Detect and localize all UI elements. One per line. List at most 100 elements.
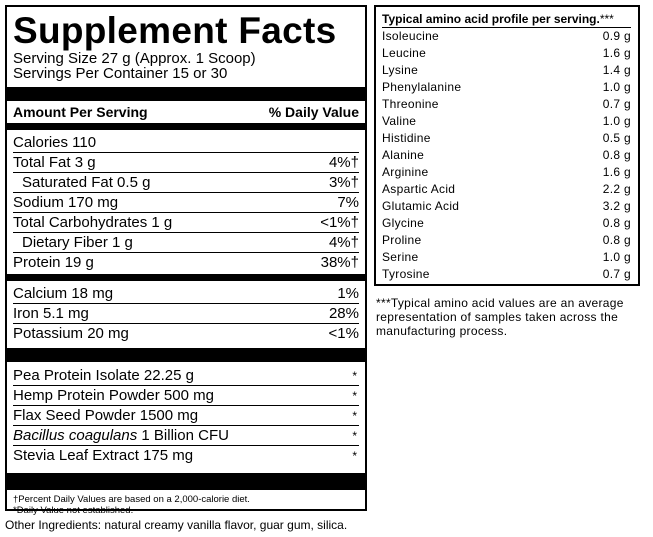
nutrient-row: Saturated Fat 0.5 g 3%†: [13, 172, 359, 192]
nutrient-row: Calcium 18 mg 1%: [13, 284, 359, 303]
amino-name: Tyrosine: [382, 267, 430, 281]
amino-list: Isoleucine 0.9 g Leucine 1.6 g Lysine 1.4 g…: [382, 28, 631, 283]
nutrient-row: Total Carbohydrates 1 g <1%†: [13, 212, 359, 232]
nutrient-label: Calcium 18 mg: [13, 285, 114, 302]
amino-row: Phenylalanine 1.0 g: [382, 79, 631, 96]
amino-value: 1.0 g: [602, 80, 631, 94]
amino-name: Arginine: [382, 165, 429, 179]
nutrient-label: Saturated Fat 0.5 g: [22, 174, 151, 191]
amino-row: Serine 1.0 g: [382, 249, 631, 266]
ingredient-row: Stevia Leaf Extract 175 mg *: [13, 445, 359, 465]
amino-value: 1.6 g: [602, 46, 631, 60]
footnotes: †Percent Daily Values are based on a 2,0…: [13, 490, 359, 516]
amino-name: Isoleucine: [382, 29, 440, 43]
nutrient-group-1: Calories 110 Total Fat 3 g 4%† Saturated …: [13, 133, 359, 272]
amino-name: Proline: [382, 233, 422, 247]
ingredient-label-italic: Bacillus coagulans: [13, 427, 138, 444]
ingredient-label: Hemp Protein Powder 500 mg: [13, 387, 214, 404]
nutrient-row: Calories 110: [13, 133, 359, 152]
ingredient-label-rest: 1 Billion CFU: [137, 427, 229, 444]
amino-row: Threonine 0.7 g: [382, 96, 631, 113]
ingredient-row: Hemp Protein Powder 500 mg *: [13, 385, 359, 405]
nutrient-dv: 4%†: [328, 234, 359, 251]
other-ingredients: Other Ingredients: natural creamy vanill…: [5, 518, 348, 532]
ingredient-dv: *: [352, 388, 357, 403]
amount-per-serving-header: Amount Per Serving: [13, 104, 148, 120]
amino-row: Arginine 1.6 g: [382, 164, 631, 181]
serving-size: Serving Size 27 g (Approx. 1 Scoop): [13, 50, 256, 67]
nutrient-label: Dietary Fiber 1 g: [22, 234, 133, 251]
amino-heading-mark: ***: [599, 12, 614, 26]
nutrient-label: Calories 110: [13, 134, 97, 151]
divider-medium: [7, 123, 365, 130]
divider-medium: [7, 274, 365, 281]
ingredient-dv: *: [352, 448, 357, 463]
ingredient-row: Flax Seed Powder 1500 mg *: [13, 405, 359, 425]
nutrient-dv: 3%†: [328, 174, 359, 191]
nutrient-dv: <1%†: [320, 214, 359, 231]
nutrient-dv: 4%†: [328, 154, 359, 171]
amino-value: 0.8 g: [602, 148, 631, 162]
amino-name: Phenylalanine: [382, 80, 462, 94]
nutrient-row: Protein 19 g 38%†: [13, 252, 359, 272]
panel-title: Supplement Facts: [13, 10, 337, 51]
amino-value: 3.2 g: [602, 199, 631, 213]
ingredient-group: Pea Protein Isolate 22.25 g * Hemp Protei…: [13, 366, 359, 465]
amino-value: 0.9 g: [602, 29, 631, 43]
amino-footnote: ***Typical amino acid values are an aver…: [376, 296, 624, 338]
nutrient-dv: <1%: [328, 325, 359, 342]
nutrient-row: Dietary Fiber 1 g 4%†: [13, 232, 359, 252]
amino-row: Aspartic Acid 2.2 g: [382, 181, 631, 198]
daily-value-header: % Daily Value: [268, 104, 359, 120]
amino-row: Alanine 0.8 g: [382, 147, 631, 164]
amino-name: Glutamic Acid: [382, 199, 460, 213]
amino-acid-panel: Typical amino acid profile per serving.*…: [374, 5, 640, 286]
amino-value: 0.8 g: [602, 233, 631, 247]
nutrient-dv: 1%: [337, 285, 359, 302]
amino-value: 2.2 g: [602, 182, 631, 196]
amino-heading: Typical amino acid profile per serving.*…: [382, 11, 631, 28]
ingredient-label: Bacillus coagulans 1 Billion CFU: [13, 427, 229, 444]
amino-row: Histidine 0.5 g: [382, 130, 631, 147]
nutrient-label: Sodium 170 mg: [13, 194, 119, 211]
nutrient-row: Iron 5.1 mg 28%: [13, 303, 359, 323]
ingredient-dv: *: [352, 428, 357, 443]
amino-value: 1.6 g: [602, 165, 631, 179]
ingredient-row: Pea Protein Isolate 22.25 g *: [13, 366, 359, 385]
ingredient-row: Bacillus coagulans 1 Billion CFU *: [13, 425, 359, 445]
nutrient-row: Potassium 20 mg <1%: [13, 323, 359, 343]
divider-thick: [7, 473, 365, 490]
divider-thick: [7, 87, 365, 101]
nutrient-row: Total Fat 3 g 4%†: [13, 152, 359, 172]
divider-thick: [7, 348, 365, 362]
amino-value: 1.0 g: [602, 114, 631, 128]
ingredient-label: Flax Seed Powder 1500 mg: [13, 407, 199, 424]
footnote-daily-value: †Percent Daily Values are based on a 2,0…: [13, 494, 250, 505]
amino-row: Leucine 1.6 g: [382, 45, 631, 62]
nutrient-dv: 38%†: [320, 254, 359, 271]
amino-value: 0.5 g: [602, 131, 631, 145]
nutrient-label: Potassium 20 mg: [13, 325, 129, 342]
nutrient-group-2: Calcium 18 mg 1% Iron 5.1 mg 28% Potassium…: [13, 284, 359, 343]
ingredient-label: Pea Protein Isolate 22.25 g: [13, 367, 194, 384]
nutrient-dv: 28%: [328, 305, 359, 322]
amino-name: Lysine: [382, 63, 419, 77]
amino-value: 0.7 g: [602, 267, 631, 281]
amino-row: Glutamic Acid 3.2 g: [382, 198, 631, 215]
amino-heading-text: Typical amino acid profile per serving.: [382, 12, 600, 26]
amino-value: 1.4 g: [602, 63, 631, 77]
nutrient-label: Total Fat 3 g: [13, 154, 96, 171]
ingredient-dv: *: [352, 368, 357, 383]
amino-row: Proline 0.8 g: [382, 232, 631, 249]
amino-row: Valine 1.0 g: [382, 113, 631, 130]
amino-value: 0.8 g: [602, 216, 631, 230]
amino-row: Tyrosine 0.7 g: [382, 266, 631, 283]
amino-row: Lysine 1.4 g: [382, 62, 631, 79]
supplement-facts-panel: Supplement Facts Serving Size 27 g (Appr…: [5, 5, 367, 516]
servings-per-container: Servings Per Container 15 or 30: [13, 65, 228, 82]
amino-name: Serine: [382, 250, 419, 264]
amino-name: Leucine: [382, 46, 427, 60]
amino-row: Glycine 0.8 g: [382, 215, 631, 232]
amino-name: Glycine: [382, 216, 425, 230]
nutrient-label: Total Carbohydrates 1 g: [13, 214, 173, 231]
